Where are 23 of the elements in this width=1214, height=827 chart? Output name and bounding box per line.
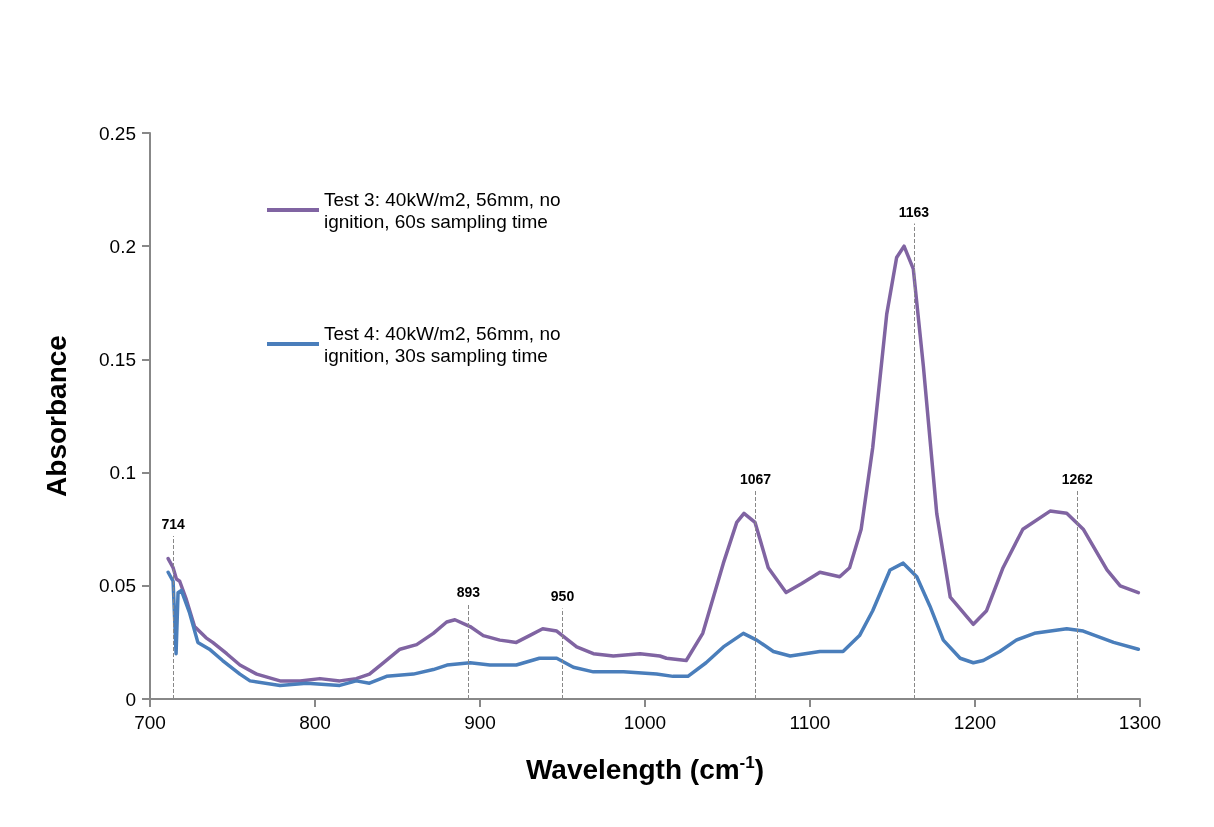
ref-line-label: 893 (456, 583, 481, 600)
x-tick-label: 1100 (789, 712, 831, 733)
y-tick-label: 0.25 (99, 122, 136, 144)
x-tick-label: 1000 (623, 712, 667, 733)
x-tick-label: 1300 (1118, 712, 1162, 733)
ref-line-label: 950 (550, 588, 575, 605)
ref-line-label: 1067 (739, 470, 772, 487)
y-tick-label: 0 (125, 688, 136, 710)
y-axis-title: Absorbance (40, 335, 72, 497)
legend-label: Test 3: 40kW/m2, 56mm, no ignition, 60s sampling time (324, 188, 561, 232)
y-tick-label: 0.1 (109, 462, 136, 484)
x-tick-label: 1200 (953, 712, 997, 733)
legend-label: Test 4: 40kW/m2, 56mm, no ignition, 30s sampling time (324, 322, 561, 366)
y-tick-label: 0.15 (99, 348, 136, 370)
ref-line-label: 714 (161, 515, 185, 532)
x-tick-label: 800 (299, 712, 331, 733)
ref-line-label: 1163 (898, 203, 930, 220)
ref-line-label: 1262 (1061, 470, 1094, 487)
y-tick-label: 0.05 (99, 575, 136, 597)
x-tick-label: 900 (464, 712, 496, 733)
x-tick-label: 700 (134, 712, 166, 733)
y-tick-label: 0.2 (109, 235, 136, 257)
line-series (166, 561, 1141, 688)
